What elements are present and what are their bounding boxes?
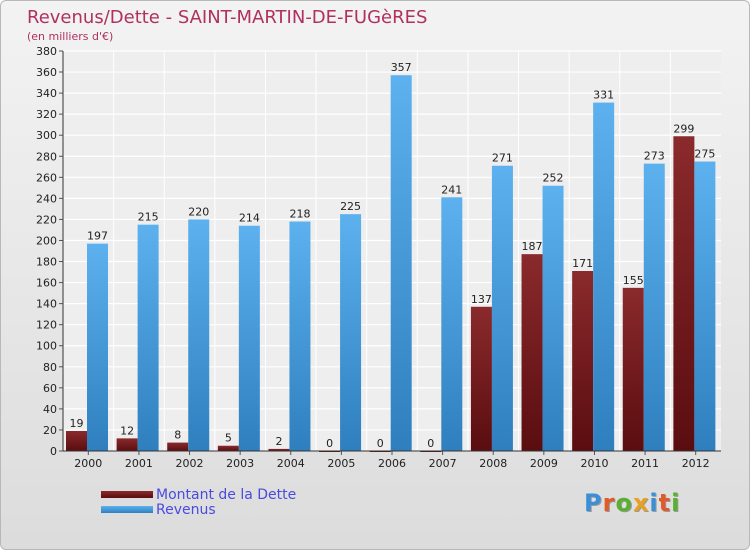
y-tick-label: 300 xyxy=(36,129,57,142)
bar-dette xyxy=(217,445,239,451)
x-tick-label: 2008 xyxy=(479,457,507,470)
y-tick-label: 100 xyxy=(36,340,57,353)
x-tick-label: 2000 xyxy=(74,457,102,470)
y-tick-label: 280 xyxy=(36,150,57,163)
bar-revenus xyxy=(390,75,412,452)
bar-dette xyxy=(521,254,543,451)
data-label-revenus: 215 xyxy=(138,211,159,224)
x-tick-label: 2006 xyxy=(378,457,406,470)
x-tick-label: 2001 xyxy=(125,457,153,470)
chart-title: Revenus/Dette - SAINT-MARTIN-DE-FUGèRES xyxy=(27,7,428,28)
y-tick-label: 240 xyxy=(36,192,57,205)
y-tick-label: 260 xyxy=(36,171,57,184)
legend-swatch-revenus xyxy=(101,506,153,513)
logo-letter: o xyxy=(615,489,633,517)
x-tick-label: 2012 xyxy=(682,457,710,470)
y-tick-label: 40 xyxy=(43,403,57,416)
y-tick-label: 340 xyxy=(36,87,57,100)
data-label-revenus: 241 xyxy=(441,183,462,196)
logo-letter: i xyxy=(649,489,659,517)
data-label-dette: 5 xyxy=(225,432,232,445)
bar-revenus xyxy=(238,225,260,451)
bar-dette xyxy=(572,271,594,451)
bar-dette xyxy=(470,306,492,451)
data-label-dette: 19 xyxy=(70,417,84,430)
y-tick-label: 220 xyxy=(36,213,57,226)
bar-dette xyxy=(167,442,189,451)
data-label-revenus: 220 xyxy=(188,205,209,218)
data-label-revenus: 275 xyxy=(694,148,715,161)
logo-letter: r xyxy=(602,489,616,517)
data-label-revenus: 218 xyxy=(289,208,310,221)
bar-revenus xyxy=(340,214,362,451)
logo-letter: x xyxy=(632,489,650,517)
y-tick-label: 80 xyxy=(43,361,57,374)
legend-swatch-dette xyxy=(101,491,153,498)
bar-revenus xyxy=(289,221,311,451)
data-label-revenus: 225 xyxy=(340,200,361,213)
x-tick-label: 2011 xyxy=(631,457,659,470)
y-tick-label: 320 xyxy=(36,108,57,121)
bar-revenus xyxy=(694,161,716,452)
data-label-revenus: 214 xyxy=(239,212,260,225)
proxiti-logo: Proxiti xyxy=(584,489,680,517)
bar-dette xyxy=(622,287,644,451)
x-tick-label: 2005 xyxy=(327,457,355,470)
data-label-revenus: 252 xyxy=(543,172,564,185)
bar-revenus xyxy=(643,163,665,451)
logo-letter: i xyxy=(671,489,681,517)
bar-dette xyxy=(66,431,87,451)
y-tick-label: 60 xyxy=(43,382,57,395)
bar-dette xyxy=(673,136,695,451)
y-tick-label: 380 xyxy=(36,45,57,58)
y-tick-label: 20 xyxy=(43,424,57,437)
bar-revenus xyxy=(87,243,108,451)
bar-revenus xyxy=(491,165,513,451)
x-tick-label: 2004 xyxy=(277,457,305,470)
legend-label-revenus: Revenus xyxy=(156,502,216,518)
data-label-dette: 12 xyxy=(120,424,134,437)
data-label-revenus: 357 xyxy=(391,61,412,74)
data-label-dette: 187 xyxy=(522,240,543,253)
bar-revenus xyxy=(137,224,159,451)
data-label-dette: 137 xyxy=(471,293,492,306)
bar-dette xyxy=(268,448,290,451)
data-label-dette: 2 xyxy=(275,435,282,448)
bar-revenus xyxy=(188,219,210,451)
y-tick-label: 0 xyxy=(50,445,57,458)
data-label-dette: 299 xyxy=(673,122,694,135)
data-label-revenus: 271 xyxy=(492,152,513,165)
data-label-dette: 8 xyxy=(174,429,181,442)
data-label-dette: 155 xyxy=(623,274,644,287)
data-label-revenus: 273 xyxy=(644,150,665,163)
data-label-dette: 0 xyxy=(427,437,434,450)
y-tick-label: 140 xyxy=(36,298,57,311)
x-tick-label: 2002 xyxy=(176,457,204,470)
bar-revenus xyxy=(542,185,564,451)
y-tick-label: 160 xyxy=(36,277,57,290)
data-label-revenus: 197 xyxy=(87,230,108,243)
data-label-revenus: 331 xyxy=(593,89,614,102)
x-tick-label: 2007 xyxy=(429,457,457,470)
legend-label-dette: Montant de la Dette xyxy=(156,487,297,503)
logo-letter: t xyxy=(658,489,672,517)
y-tick-label: 200 xyxy=(36,234,57,247)
data-label-dette: 0 xyxy=(377,437,384,450)
y-tick-label: 180 xyxy=(36,256,57,269)
bar-revenus xyxy=(593,102,615,451)
x-tick-label: 2009 xyxy=(530,457,558,470)
logo-letter: P xyxy=(584,489,603,517)
y-tick-label: 120 xyxy=(36,319,57,332)
bar-revenus xyxy=(441,197,463,451)
x-tick-label: 2003 xyxy=(226,457,254,470)
data-label-dette: 171 xyxy=(572,257,593,270)
x-tick-label: 2010 xyxy=(580,457,608,470)
bar-dette xyxy=(116,438,138,451)
y-tick-label: 360 xyxy=(36,66,57,79)
chart-subtitle: (en milliers d'€) xyxy=(27,30,114,43)
data-label-dette: 0 xyxy=(326,437,333,450)
